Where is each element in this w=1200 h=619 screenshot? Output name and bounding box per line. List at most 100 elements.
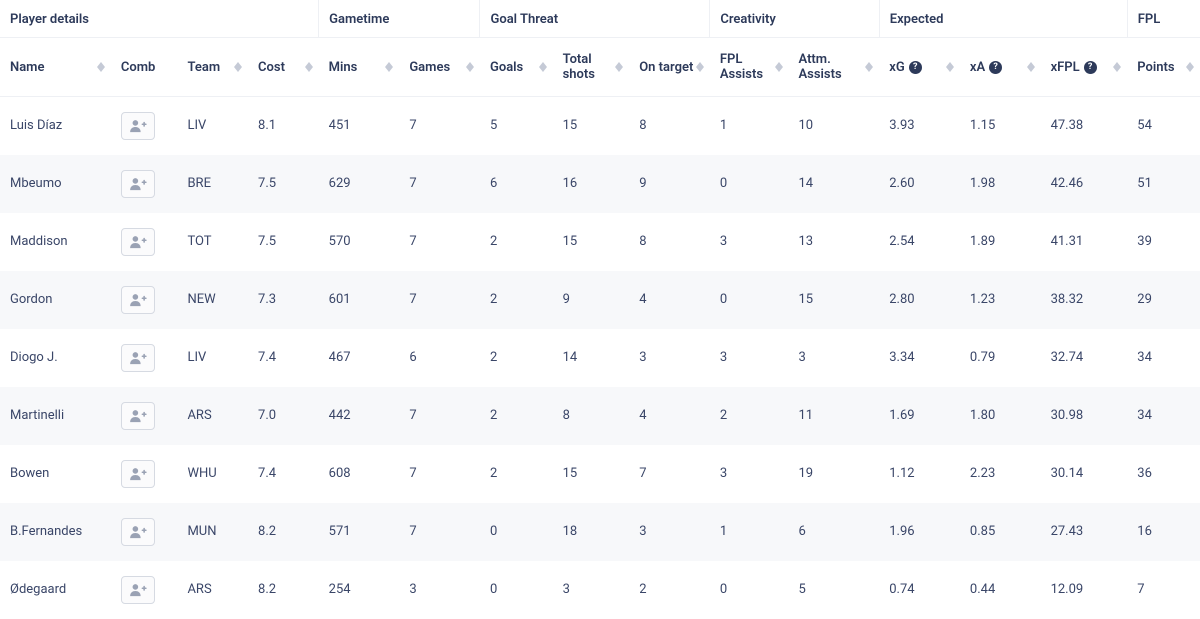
cell-team: TOT — [177, 213, 248, 271]
sort-icon — [1027, 62, 1035, 72]
cell-xfpl: 30.14 — [1041, 445, 1128, 503]
cell-team: LIV — [177, 97, 248, 155]
col-mins[interactable]: Mins — [319, 38, 400, 97]
cell-cost: 7.4 — [248, 445, 319, 503]
cell-mins: 629 — [319, 155, 400, 213]
cell-total-shots: 15 — [553, 97, 630, 155]
cell-xfpl: 47.38 — [1041, 97, 1128, 155]
cell-points: 34 — [1127, 329, 1200, 387]
cell-cost: 7.3 — [248, 271, 319, 329]
cell-points: 36 — [1127, 445, 1200, 503]
add-player-button[interactable] — [121, 344, 155, 372]
col-points[interactable]: Points — [1127, 38, 1200, 97]
cell-name: Martinelli — [0, 387, 111, 445]
col-xfpl[interactable]: xFPL? — [1041, 38, 1128, 97]
cell-goals: 0 — [480, 561, 553, 619]
cell-mins: 442 — [319, 387, 400, 445]
cell-total-shots: 16 — [553, 155, 630, 213]
cell-xg: 2.54 — [879, 213, 960, 271]
col-total-shots[interactable]: Total shots — [553, 38, 630, 97]
help-icon[interactable]: ? — [1084, 61, 1097, 74]
cell-games: 7 — [399, 271, 480, 329]
cell-fpl-assists: 1 — [710, 97, 789, 155]
cell-mins: 570 — [319, 213, 400, 271]
cell-team: MUN — [177, 503, 248, 561]
cell-name: Maddison — [0, 213, 111, 271]
cell-games: 6 — [399, 329, 480, 387]
sort-icon — [385, 62, 393, 72]
cell-points: 29 — [1127, 271, 1200, 329]
cell-points: 7 — [1127, 561, 1200, 619]
table-row: Martinelli ARS 7.0 442 7 2 8 4 2 11 1.69… — [0, 387, 1200, 445]
col-xg[interactable]: xG? — [879, 38, 960, 97]
col-goals[interactable]: Goals — [480, 38, 553, 97]
cell-xg: 1.96 — [879, 503, 960, 561]
cell-xg: 3.93 — [879, 97, 960, 155]
cell-cost: 8.1 — [248, 97, 319, 155]
sort-icon — [305, 62, 313, 72]
cell-on-target: 2 — [629, 561, 710, 619]
add-player-button[interactable] — [121, 112, 155, 140]
cell-games: 7 — [399, 445, 480, 503]
table-row: Luis Díaz LIV 8.1 451 7 5 15 8 1 10 3.93… — [0, 97, 1200, 155]
cell-total-shots: 9 — [553, 271, 630, 329]
add-player-button[interactable] — [121, 518, 155, 546]
add-player-button[interactable] — [121, 402, 155, 430]
sort-icon — [865, 62, 873, 72]
sort-icon — [1186, 62, 1194, 72]
group-expected: Expected — [879, 0, 1127, 38]
table-row: Maddison TOT 7.5 570 7 2 15 8 3 13 2.54 … — [0, 213, 1200, 271]
cell-name: Mbeumo — [0, 155, 111, 213]
column-header-row: Name Comb Team Cost Mins Games Goals Tot… — [0, 38, 1200, 97]
cell-xfpl: 42.46 — [1041, 155, 1128, 213]
cell-fpl-assists: 2 — [710, 387, 789, 445]
sort-icon — [946, 62, 954, 72]
col-attm-assists[interactable]: Attm. Assists — [789, 38, 880, 97]
cell-comb — [111, 271, 178, 329]
help-icon[interactable]: ? — [989, 61, 1002, 74]
col-name[interactable]: Name — [0, 38, 111, 97]
add-player-button[interactable] — [121, 170, 155, 198]
cell-team: NEW — [177, 271, 248, 329]
cell-games: 3 — [399, 561, 480, 619]
cell-xa: 1.23 — [960, 271, 1041, 329]
cell-attm-assists: 11 — [789, 387, 880, 445]
add-player-button[interactable] — [121, 286, 155, 314]
cell-team: LIV — [177, 329, 248, 387]
add-player-button[interactable] — [121, 228, 155, 256]
group-creativity: Creativity — [710, 0, 879, 38]
cell-xg: 2.80 — [879, 271, 960, 329]
cell-attm-assists: 14 — [789, 155, 880, 213]
add-player-button[interactable] — [121, 576, 155, 604]
table-row: Mbeumo BRE 7.5 629 7 6 16 9 0 14 2.60 1.… — [0, 155, 1200, 213]
cell-xfpl: 12.09 — [1041, 561, 1128, 619]
cell-fpl-assists: 0 — [710, 561, 789, 619]
cell-on-target: 4 — [629, 271, 710, 329]
cell-attm-assists: 19 — [789, 445, 880, 503]
cell-xg: 2.60 — [879, 155, 960, 213]
cell-xa: 0.79 — [960, 329, 1041, 387]
add-player-button[interactable] — [121, 460, 155, 488]
cell-fpl-assists: 0 — [710, 155, 789, 213]
cell-on-target: 8 — [629, 213, 710, 271]
cell-games: 7 — [399, 387, 480, 445]
table-row: Diogo J. LIV 7.4 467 6 2 14 3 3 3 3.34 0… — [0, 329, 1200, 387]
cell-name: B.Fernandes — [0, 503, 111, 561]
cell-games: 7 — [399, 213, 480, 271]
cell-points: 54 — [1127, 97, 1200, 155]
col-fpl-assists[interactable]: FPL Assists — [710, 38, 789, 97]
cell-total-shots: 3 — [553, 561, 630, 619]
col-games[interactable]: Games — [399, 38, 480, 97]
cell-points: 51 — [1127, 155, 1200, 213]
cell-team: ARS — [177, 561, 248, 619]
col-xa[interactable]: xA? — [960, 38, 1041, 97]
col-on-target[interactable]: On target — [629, 38, 710, 97]
col-cost[interactable]: Cost — [248, 38, 319, 97]
cell-fpl-assists: 3 — [710, 213, 789, 271]
cell-goals: 6 — [480, 155, 553, 213]
col-team[interactable]: Team — [177, 38, 248, 97]
help-icon[interactable]: ? — [909, 61, 922, 74]
group-player-details: Player details — [0, 0, 319, 38]
sort-icon — [615, 62, 623, 72]
cell-name: Luis Díaz — [0, 97, 111, 155]
